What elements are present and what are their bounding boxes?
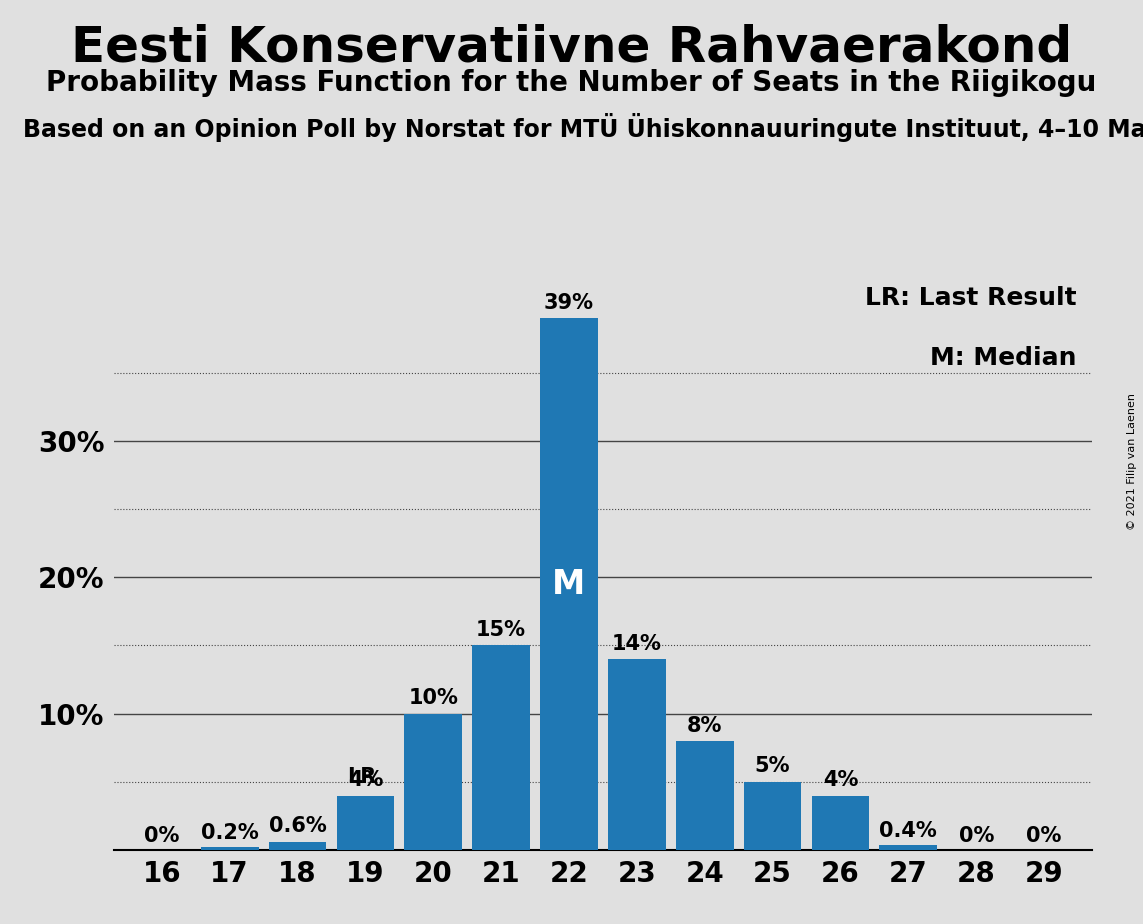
Text: Probability Mass Function for the Number of Seats in the Riigikogu: Probability Mass Function for the Number… — [47, 69, 1096, 97]
Bar — [269, 842, 327, 850]
Text: 8%: 8% — [687, 715, 722, 736]
Text: LR: LR — [347, 767, 377, 787]
Text: 10%: 10% — [408, 688, 458, 708]
Bar — [812, 796, 870, 850]
Text: LR: Last Result: LR: Last Result — [865, 286, 1077, 310]
Bar — [541, 318, 598, 850]
Bar — [744, 782, 801, 850]
Text: 0.4%: 0.4% — [879, 821, 937, 841]
Bar — [336, 796, 394, 850]
Bar — [879, 845, 937, 850]
Text: 0.2%: 0.2% — [201, 823, 258, 844]
Bar — [201, 847, 258, 850]
Text: M: Median: M: Median — [930, 346, 1077, 370]
Text: 14%: 14% — [612, 634, 662, 653]
Text: 0%: 0% — [1026, 826, 1062, 846]
Text: 39%: 39% — [544, 293, 594, 312]
Bar — [676, 741, 734, 850]
Text: Based on an Opinion Poll by Norstat for MTÜ Ühiskonnauuringute Instituut, 4–10 M: Based on an Opinion Poll by Norstat for … — [23, 113, 1143, 141]
Bar — [608, 659, 665, 850]
Text: M: M — [552, 567, 585, 601]
Text: Eesti Konservatiivne Rahvaerakond: Eesti Konservatiivne Rahvaerakond — [71, 23, 1072, 71]
Text: 5%: 5% — [754, 757, 790, 776]
Bar — [472, 646, 530, 850]
Bar — [405, 713, 462, 850]
Text: 0%: 0% — [144, 826, 179, 846]
Text: 0%: 0% — [959, 826, 994, 846]
Text: 0.6%: 0.6% — [269, 817, 327, 836]
Text: 4%: 4% — [347, 770, 383, 790]
Text: 4%: 4% — [823, 770, 858, 790]
Text: © 2021 Filip van Laenen: © 2021 Filip van Laenen — [1127, 394, 1137, 530]
Text: 15%: 15% — [477, 620, 526, 640]
